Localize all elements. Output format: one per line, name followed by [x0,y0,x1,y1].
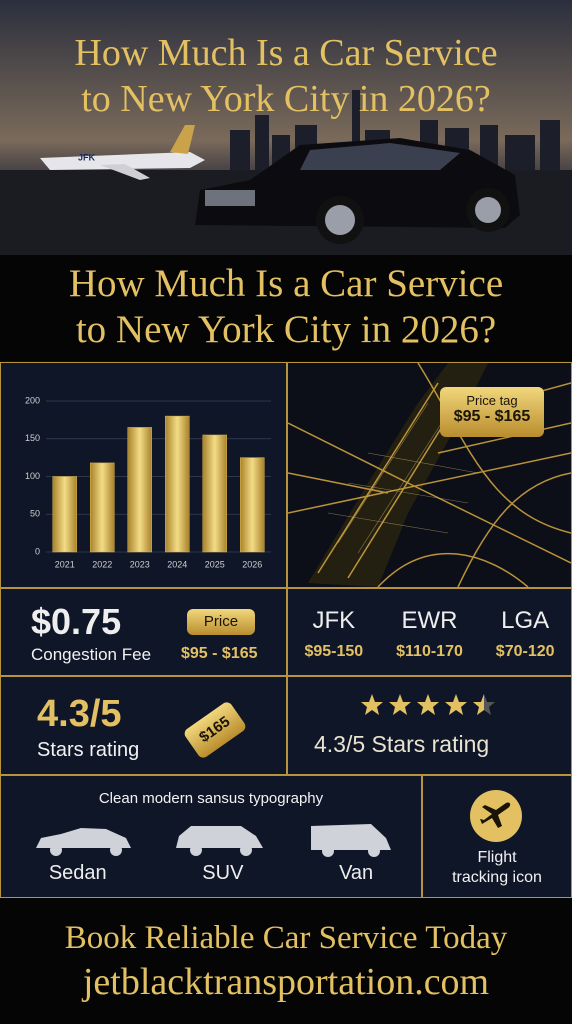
airport: JFK $95-150 [304,607,363,661]
flight-line: Flight [477,849,517,866]
headline: How Much Is a Car Service to New York Ci… [0,255,572,361]
congestion-panel: $0.75 Congestion Fee Price $95 - $165 [0,588,287,676]
chart-panel: 0 50 100 150 200 2021 2022 2023 2024 2025 2026 [0,362,287,588]
rating-panel: 4.3/5 Stars rating $165 [0,676,287,775]
hero-title: How Much Is a Car Service to New York Ci… [0,30,572,122]
bar [240,457,265,553]
x-tick-label: 2021 [55,559,75,569]
flight-line: tracking icon [452,869,542,886]
vehicle-name: Van [339,862,374,884]
y-tick-label: 50 [30,509,40,519]
rating-label: Stars rating [37,739,140,761]
y-tick-label: 150 [25,433,40,443]
footer: Book Reliable Car Service Today jetblack… [0,898,572,1024]
vehicle-name: Sedan [48,862,107,884]
vehicle-name: SUV [202,862,244,884]
map-tag-label: Price tag [466,393,518,408]
hero-title-line: to New York City in 2026? [81,78,491,120]
map-price-tag: Price tag $95 - $165 [440,387,544,437]
vehicles-caption: Clean modern sansus typography [98,790,324,807]
flight-text: Flight tracking icon [423,848,571,888]
bar-chart: 0 50 100 150 200 2021 2022 2023 2024 2025 2026 [25,395,271,569]
x-tick-label: 2025 [205,559,225,569]
map-panel: Price tag $95 - $165 [287,362,572,588]
hero-title-line: How Much Is a Car Service [74,32,498,74]
vehicle-names: Sedan SUV Van [1,862,421,885]
congestion-label: Congestion Fee [31,645,152,664]
airport-code: EWR [401,607,458,634]
x-tick-label: 2024 [167,559,187,569]
stars [361,694,495,715]
airport-price: $70-120 [495,643,555,660]
airport-code: LGA [501,607,550,634]
congestion-amount: $0.75 [31,601,122,642]
price-range: $95 - $165 [181,645,258,662]
airport: LGA $70-120 [496,607,555,661]
bar [52,476,77,553]
bar [202,434,227,553]
headline-line: to New York City in 2026? [75,308,497,351]
airport-price: $110-170 [396,643,463,660]
bar [90,462,115,553]
stars-text: 4.3/5 Stars rating [314,731,490,757]
airport: EWR $110-170 [396,607,463,661]
x-tick-label: 2026 [242,559,262,569]
flight-panel: Flight tracking icon [422,775,572,898]
footer-line: Book Reliable Car Service Today [64,920,508,956]
map-tag-price: $95 - $165 [453,408,531,425]
y-tick-label: 100 [25,471,40,481]
airports-panel: JFK $95-150 EWR $110-170 LGA $70-120 [287,588,572,676]
airport-price: $95-150 [304,643,364,660]
x-tick-label: 2023 [130,559,150,569]
y-tick-label: 200 [25,395,40,405]
headline-line: How Much Is a Car Service [68,262,504,305]
hang-tag: $165 [182,700,248,760]
vehicles-panel: Clean modern sansus typography Sedan SUV V… [0,775,422,898]
price-tag: Price [187,609,255,635]
stars-panel: 4.3/5 Stars rating [287,676,572,775]
hero-image: JFK [0,0,572,255]
x-tick-label: 2022 [92,559,112,569]
plane-label: JFK [78,152,96,162]
y-tick-label: 0 [35,546,40,556]
rating-score: 4.3/5 [37,693,122,735]
airport-code: JFK [312,607,356,634]
flight-icon [470,790,522,842]
vehicle-icons [36,824,391,857]
airport-list: JFK $95-150 EWR $110-170 LGA $70-120 [288,589,571,661]
bar [127,427,152,553]
footer-line: jetblacktransportation.com [82,961,490,1003]
bar [165,415,190,553]
